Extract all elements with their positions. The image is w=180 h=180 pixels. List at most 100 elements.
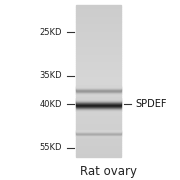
Bar [76, 92, 121, 93]
Text: 55KD: 55KD [40, 143, 62, 152]
Bar [76, 113, 121, 115]
Bar [76, 43, 121, 45]
Bar [76, 26, 121, 28]
Bar [76, 103, 121, 104]
Bar [76, 11, 121, 13]
Bar [76, 98, 121, 99]
Bar [76, 133, 121, 134]
Bar [76, 60, 121, 62]
Text: 25KD: 25KD [40, 28, 62, 37]
Bar [76, 132, 121, 134]
Bar [76, 151, 121, 153]
Bar [76, 45, 121, 47]
Bar [76, 53, 121, 55]
Bar [76, 90, 121, 91]
Text: Rat ovary: Rat ovary [80, 165, 136, 177]
Bar [76, 134, 121, 136]
Bar [76, 81, 121, 83]
Bar [76, 89, 121, 91]
Bar [76, 73, 121, 75]
Bar [76, 49, 121, 51]
Bar [76, 145, 121, 147]
Bar [76, 100, 121, 102]
Bar [76, 105, 121, 106]
Bar [76, 99, 121, 100]
Bar [76, 91, 121, 92]
Bar [76, 149, 121, 151]
Bar [76, 107, 121, 109]
Bar [76, 77, 121, 79]
Bar [76, 135, 121, 136]
Bar [76, 19, 121, 21]
Bar [76, 94, 121, 96]
Bar [76, 64, 121, 66]
Bar [76, 21, 121, 22]
Bar [76, 51, 121, 53]
Bar [76, 70, 121, 72]
Bar [76, 92, 121, 94]
Bar [76, 126, 121, 128]
Bar [76, 85, 121, 87]
Bar [76, 22, 121, 24]
Bar [76, 109, 121, 111]
Bar [76, 134, 121, 135]
Bar [76, 89, 121, 90]
Bar [76, 101, 121, 102]
Bar [76, 41, 121, 43]
Bar [76, 104, 121, 105]
Bar [76, 125, 121, 126]
Bar [76, 30, 121, 32]
Bar [76, 39, 121, 41]
Bar [76, 141, 121, 143]
Bar [76, 119, 121, 121]
Bar [76, 140, 121, 141]
Bar [76, 28, 121, 30]
Bar [76, 79, 121, 81]
Bar [76, 103, 121, 104]
Bar [76, 72, 121, 73]
Bar [76, 96, 121, 98]
Bar [76, 106, 121, 107]
Bar [76, 24, 121, 26]
Bar [76, 87, 121, 89]
Bar [76, 131, 121, 132]
Bar [76, 75, 121, 77]
Bar [76, 36, 121, 38]
Bar [76, 105, 121, 107]
Bar [76, 57, 121, 58]
Bar [76, 123, 121, 125]
Text: 35KD: 35KD [39, 71, 62, 80]
Bar [76, 100, 121, 101]
Bar [76, 58, 121, 60]
Bar [76, 102, 121, 104]
Text: 40KD: 40KD [40, 100, 62, 109]
Bar [76, 115, 121, 117]
Bar [76, 38, 121, 39]
Bar [76, 130, 121, 132]
Bar [76, 153, 121, 155]
Bar [76, 117, 121, 119]
Bar [76, 83, 121, 85]
Bar [76, 104, 121, 105]
Bar [76, 32, 121, 34]
Bar [76, 111, 121, 113]
Bar [76, 91, 121, 92]
Bar [76, 17, 121, 19]
Bar [76, 62, 121, 64]
Bar [76, 109, 121, 110]
Text: SPDEF: SPDEF [135, 99, 166, 109]
Bar [76, 98, 121, 100]
Bar [76, 136, 121, 138]
Bar [76, 5, 121, 7]
Bar [76, 110, 121, 111]
Bar [76, 108, 121, 109]
Bar [76, 87, 121, 88]
Bar [76, 155, 121, 157]
Bar [76, 130, 121, 131]
Bar [76, 147, 121, 149]
Bar [76, 121, 121, 123]
Bar [76, 86, 121, 87]
Bar [76, 34, 121, 36]
Bar [76, 47, 121, 49]
Bar [76, 88, 121, 89]
